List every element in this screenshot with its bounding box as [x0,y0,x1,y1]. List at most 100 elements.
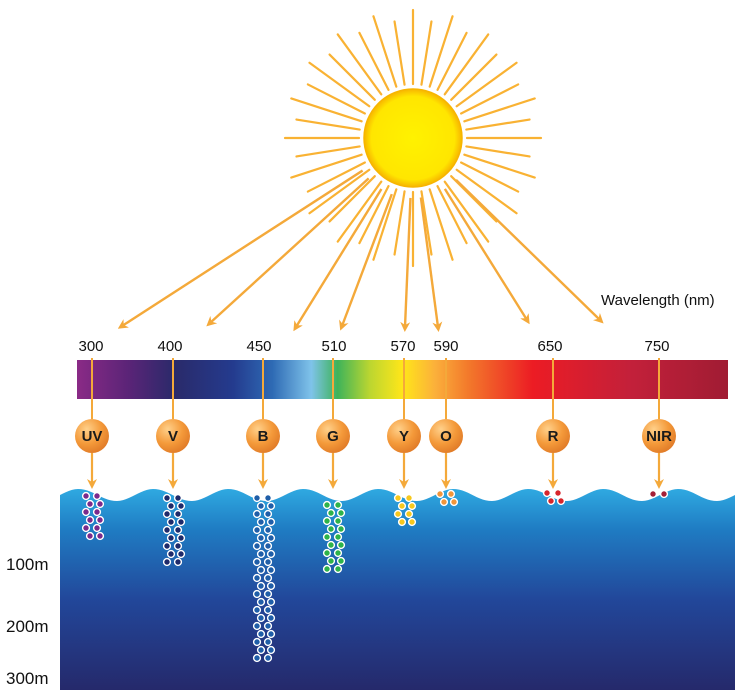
sun-ray [393,20,406,86]
sun-ray [328,175,376,223]
light-bubble [81,523,91,533]
wavelength-tick-label: 450 [246,338,272,355]
light-bubble [162,541,172,551]
light-bubble [162,509,172,519]
sun-arrow [117,169,364,329]
light-bubble [439,497,449,507]
light-bubble [85,531,95,541]
light-bubble [322,532,332,542]
light-bubble [256,581,266,591]
light-bubble [252,493,262,503]
light-bubble [263,573,273,583]
light-bubble [81,507,91,517]
light-bubble [263,605,273,615]
sun-arrows [117,169,604,332]
light-bubble [266,549,276,559]
light-bubble [326,540,336,550]
sun-ray [436,185,468,245]
light-bubble [333,532,343,542]
light-bubble [263,653,273,663]
light-bubble [95,531,105,541]
sun-ray [460,161,520,193]
sun-ray [328,53,376,101]
light-bubble [397,501,407,511]
light-bubble [173,557,183,567]
sun-ray [428,188,454,261]
light-bubble [256,533,266,543]
light-bubble [266,581,276,591]
light-bubble [85,515,95,525]
light-bubble [266,613,276,623]
sun-ray [443,33,490,96]
sun-ray [358,185,390,245]
light-bubble [322,516,332,526]
sun-arrow [443,188,530,325]
light-bubble [322,500,332,510]
sun-arrow [419,197,443,332]
depth-label-100m: 100m [6,555,49,574]
light-bubble [162,525,172,535]
light-bubble [256,613,266,623]
light-bubble [266,597,276,607]
light-bubble [256,565,266,575]
sun-ray [463,153,536,179]
light-bubble [556,496,566,506]
light-bubble [252,621,262,631]
light-bubble [266,629,276,639]
light-bubble [266,501,276,511]
light-bubble [173,493,183,503]
sun-ray [420,20,433,86]
sun-ray [455,61,518,108]
band-violet: V [156,419,190,453]
light-bubble [546,496,556,506]
light-bubble [322,564,332,574]
sun-ray [465,145,531,158]
sun-ray [306,83,366,115]
light-bubble [266,565,276,575]
light-bubble [92,507,102,517]
sun-ray [295,118,361,131]
light-bubble [256,629,266,639]
sun-ray [308,61,371,108]
light-bubble [252,637,262,647]
light-bubble [252,525,262,535]
light-bubble [333,564,343,574]
sun-ray [290,153,363,179]
light-bubble [263,589,273,599]
wavelength-tick-lines [91,358,660,419]
light-bubble [404,509,414,519]
light-bubble [266,645,276,655]
band-green: G [316,419,350,453]
light-bubble [263,557,273,567]
sun-ray [336,180,383,243]
band-nir: NIR [642,419,676,453]
light-bubble [326,556,336,566]
light-bubble [95,515,105,525]
sun-ray [420,190,433,256]
light-bubble [256,645,266,655]
wavelength-tick-label: 570 [390,338,416,355]
sun-arrow [206,177,370,327]
light-bubble [263,493,273,503]
light-bubble [176,549,186,559]
sun-ray [450,53,498,101]
sun-ray [465,118,531,131]
band-arrows [87,453,664,489]
wavelength-tick-label: 590 [433,338,459,355]
light-bubble [166,533,176,543]
light-bubble [266,533,276,543]
sun-ray [463,97,536,123]
light-bubble [326,524,336,534]
light-bubble [176,517,186,527]
light-bubble [542,488,552,498]
light-bubble [252,541,262,551]
light-bubble [659,489,669,499]
depth-label-200m: 200m [6,617,49,636]
light-bubble [176,533,186,543]
wavelength-tick-label: 750 [644,338,670,355]
band-orange: O [429,419,463,453]
light-bubble [336,508,346,518]
light-bubble [81,491,91,501]
